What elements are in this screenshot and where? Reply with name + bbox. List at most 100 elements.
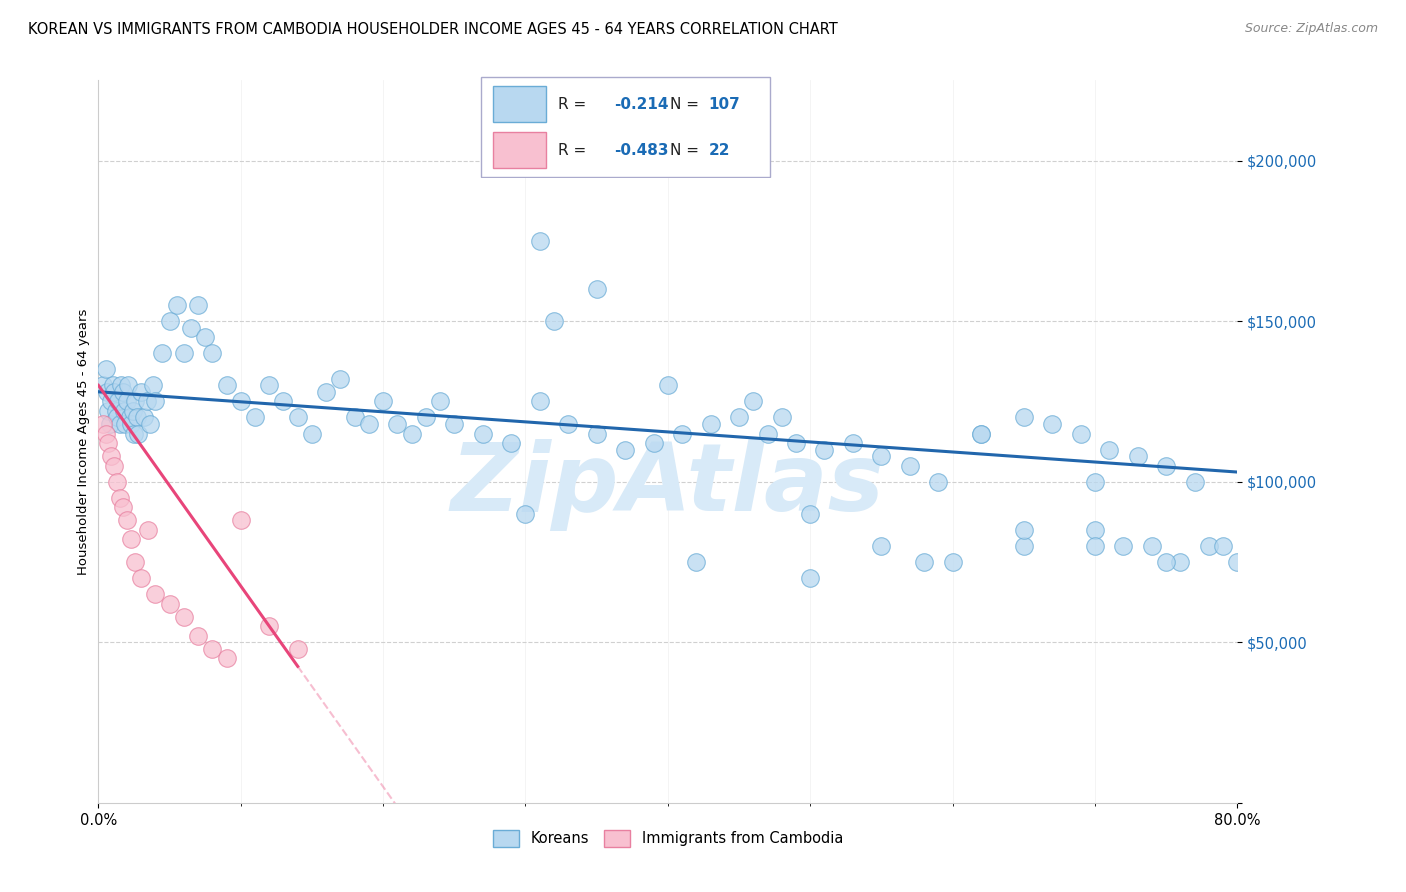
Point [643, 436, 665, 450]
Point [671, 426, 693, 441]
Point [215, 651, 238, 665]
Point [685, 555, 707, 569]
Point [1140, 539, 1163, 553]
Point [173, 346, 195, 360]
Point [1226, 555, 1249, 569]
Point [529, 234, 551, 248]
Point [1084, 539, 1107, 553]
Point [371, 394, 394, 409]
Point [97, 436, 120, 450]
Point [1154, 458, 1177, 473]
Point [329, 372, 352, 386]
Point [1012, 539, 1035, 553]
Point [742, 394, 765, 409]
Point [115, 513, 138, 527]
FancyBboxPatch shape [494, 87, 546, 122]
Point [129, 571, 152, 585]
Point [1170, 555, 1192, 569]
Point [501, 436, 523, 450]
Text: KOREAN VS IMMIGRANTS FROM CAMBODIA HOUSEHOLDER INCOME AGES 45 - 64 YEARS CORRELA: KOREAN VS IMMIGRANTS FROM CAMBODIA HOUSE… [28, 22, 838, 37]
Point [287, 410, 309, 425]
Point [699, 417, 721, 431]
Text: -0.483: -0.483 [614, 144, 668, 158]
Point [132, 410, 155, 425]
Point [103, 384, 125, 399]
Point [415, 410, 437, 425]
Point [970, 426, 993, 441]
Point [1184, 475, 1206, 489]
Point [141, 378, 163, 392]
Point [1126, 449, 1149, 463]
Text: R =: R = [558, 97, 591, 112]
Point [842, 436, 865, 450]
Point [357, 417, 380, 431]
Point [614, 442, 637, 457]
Point [91, 378, 114, 392]
Y-axis label: Householder Income Ages 45 - 64 years: Householder Income Ages 45 - 64 years [77, 309, 90, 574]
Point [135, 394, 157, 409]
Point [98, 417, 121, 431]
Point [187, 298, 209, 312]
Text: 22: 22 [709, 144, 730, 158]
Point [657, 378, 679, 392]
Point [728, 410, 751, 425]
Point [121, 404, 143, 418]
Point [287, 641, 309, 656]
Point [756, 426, 779, 441]
Text: ZipAtlas: ZipAtlas [451, 439, 884, 531]
Point [1070, 426, 1092, 441]
Point [117, 378, 139, 392]
Point [259, 619, 281, 633]
Point [122, 426, 145, 441]
Point [301, 426, 323, 441]
Point [585, 426, 607, 441]
Point [111, 384, 134, 399]
Point [1084, 523, 1107, 537]
Point [1084, 475, 1107, 489]
Point [105, 410, 128, 425]
Point [343, 410, 366, 425]
Point [1098, 442, 1121, 457]
Point [129, 384, 152, 399]
Point [187, 629, 209, 643]
Point [1040, 417, 1063, 431]
Point [770, 410, 793, 425]
Point [585, 282, 607, 296]
Point [942, 555, 965, 569]
Point [91, 417, 114, 431]
Point [111, 500, 134, 515]
Point [898, 458, 921, 473]
Point [243, 410, 266, 425]
Point [529, 394, 551, 409]
FancyBboxPatch shape [481, 77, 770, 178]
Text: -0.214: -0.214 [614, 97, 668, 112]
Point [471, 426, 494, 441]
Point [96, 384, 118, 399]
Point [101, 378, 124, 392]
Point [443, 417, 465, 431]
Point [194, 330, 217, 344]
Point [870, 539, 893, 553]
Point [124, 555, 146, 569]
Point [145, 394, 167, 409]
Point [1012, 410, 1035, 425]
Point [180, 320, 202, 334]
Point [125, 410, 148, 425]
Point [429, 394, 451, 409]
Point [118, 410, 141, 425]
Point [124, 394, 146, 409]
Point [201, 641, 224, 656]
Point [114, 417, 136, 431]
Point [927, 475, 949, 489]
Point [259, 378, 281, 392]
Text: N =: N = [671, 144, 704, 158]
Point [1198, 539, 1220, 553]
Text: Source: ZipAtlas.com: Source: ZipAtlas.com [1244, 22, 1378, 36]
Point [136, 523, 159, 537]
Point [107, 394, 129, 409]
Point [970, 426, 993, 441]
Point [105, 475, 128, 489]
Point [1154, 555, 1177, 569]
Point [94, 362, 117, 376]
Point [229, 394, 252, 409]
